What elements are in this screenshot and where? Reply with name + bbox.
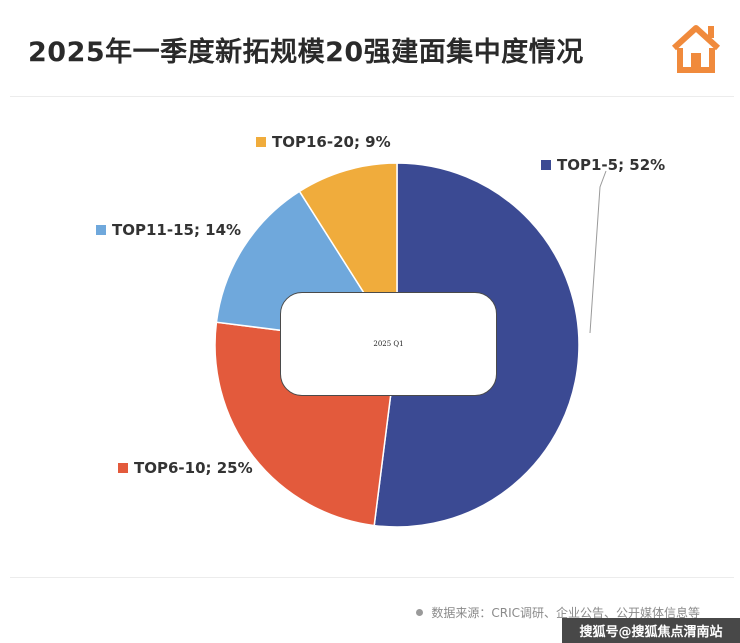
slice-label-top6-10: TOP6-10; 25%: [118, 459, 253, 477]
source-footer: 数据来源：CRIC调研、企业公告、公开媒体信息等: [416, 604, 700, 621]
bullet-icon: [416, 609, 424, 616]
center-label: 2025 Q1: [373, 340, 404, 348]
center-label-box: 2025 Q1: [280, 292, 497, 396]
house-logo-icon: [671, 25, 721, 73]
legend-swatch: [256, 137, 266, 147]
chart-title: 2025年一季度新拓规模20强建面集中度情况: [28, 37, 584, 68]
slice-label-top16-20: TOP16-20; 9%: [256, 133, 391, 151]
leader-line: [589, 170, 607, 334]
chart-panel: [10, 96, 734, 578]
legend-text: TOP1-5; 52%: [557, 156, 666, 174]
watermark: 搜狐号@搜狐焦点渭南站: [562, 618, 740, 643]
legend-text: TOP11-15; 14%: [112, 221, 242, 239]
legend-swatch: [96, 225, 106, 235]
slice-label-top1-5: TOP1-5; 52%: [541, 156, 665, 174]
legend-text: TOP16-20; 9%: [272, 133, 391, 151]
source-text: 数据来源：CRIC调研、企业公告、公开媒体信息等: [431, 606, 700, 620]
legend-swatch: [541, 160, 551, 170]
slice-label-top11-15: TOP11-15; 14%: [96, 221, 241, 239]
legend-swatch: [118, 463, 128, 473]
legend-text: TOP6-10; 25%: [134, 459, 253, 477]
